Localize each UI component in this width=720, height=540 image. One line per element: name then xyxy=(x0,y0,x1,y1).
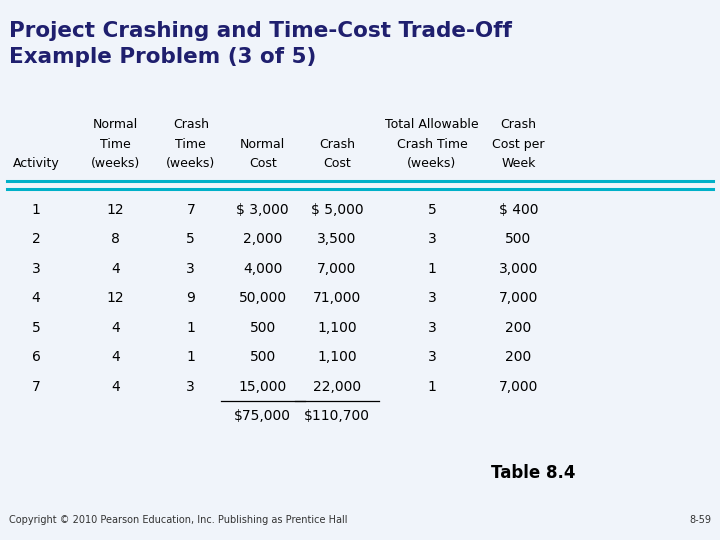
Text: 50,000: 50,000 xyxy=(239,291,287,305)
Text: Total Allowable: Total Allowable xyxy=(385,118,479,131)
Text: 4: 4 xyxy=(111,321,120,335)
Text: 2,000: 2,000 xyxy=(243,232,282,246)
Text: 3: 3 xyxy=(428,321,436,335)
Text: Table 8.4: Table 8.4 xyxy=(490,464,575,482)
Text: Cost: Cost xyxy=(323,158,351,171)
Text: 7: 7 xyxy=(186,202,195,217)
Text: 1,100: 1,100 xyxy=(317,321,357,335)
Text: Week: Week xyxy=(501,158,536,171)
Text: 200: 200 xyxy=(505,350,531,365)
Text: Cost per: Cost per xyxy=(492,138,544,151)
Text: $110,700: $110,700 xyxy=(304,409,370,423)
Text: 500: 500 xyxy=(505,232,531,246)
Text: 7,000: 7,000 xyxy=(499,380,538,394)
Text: Crash: Crash xyxy=(319,138,355,151)
Text: 1: 1 xyxy=(186,350,195,365)
Text: (weeks): (weeks) xyxy=(91,158,140,171)
Text: 200: 200 xyxy=(505,321,531,335)
Text: 3: 3 xyxy=(32,262,40,276)
Text: Activity: Activity xyxy=(13,158,59,171)
Text: 1,100: 1,100 xyxy=(317,350,357,365)
Text: Cost: Cost xyxy=(249,158,276,171)
Text: 15,000: 15,000 xyxy=(238,380,287,394)
Text: 4,000: 4,000 xyxy=(243,262,282,276)
Text: 22,000: 22,000 xyxy=(313,380,361,394)
Text: 1: 1 xyxy=(428,380,436,394)
Text: 1: 1 xyxy=(428,262,436,276)
Text: Normal: Normal xyxy=(93,118,138,131)
Text: $ 3,000: $ 3,000 xyxy=(236,202,289,217)
Text: 4: 4 xyxy=(111,380,120,394)
Text: $ 400: $ 400 xyxy=(499,202,538,217)
Text: $75,000: $75,000 xyxy=(234,409,292,423)
Text: 3: 3 xyxy=(428,291,436,305)
Text: 500: 500 xyxy=(250,321,276,335)
Text: Crash Time: Crash Time xyxy=(397,138,467,151)
Text: 5: 5 xyxy=(186,232,195,246)
Text: Normal: Normal xyxy=(240,138,285,151)
Text: 7,000: 7,000 xyxy=(318,262,356,276)
Text: Time: Time xyxy=(100,138,130,151)
Text: Copyright © 2010 Pearson Education, Inc. Publishing as Prentice Hall: Copyright © 2010 Pearson Education, Inc.… xyxy=(9,516,347,525)
Text: 2: 2 xyxy=(32,232,40,246)
Text: 3: 3 xyxy=(186,380,195,394)
Text: 3: 3 xyxy=(186,262,195,276)
Text: 5: 5 xyxy=(428,202,436,217)
Text: 9: 9 xyxy=(186,291,195,305)
Text: 6: 6 xyxy=(32,350,40,365)
Text: 1: 1 xyxy=(186,321,195,335)
Text: Project Crashing and Time-Cost Trade-Off
Example Problem (3 of 5): Project Crashing and Time-Cost Trade-Off… xyxy=(9,21,512,67)
Text: 4: 4 xyxy=(111,262,120,276)
Text: 7: 7 xyxy=(32,380,40,394)
Text: 4: 4 xyxy=(111,350,120,365)
Text: 500: 500 xyxy=(250,350,276,365)
Text: 12: 12 xyxy=(107,202,124,217)
Text: (weeks): (weeks) xyxy=(166,158,215,171)
Text: Time: Time xyxy=(176,138,206,151)
Text: 8-59: 8-59 xyxy=(689,516,711,525)
Text: 12: 12 xyxy=(107,291,124,305)
Text: Crash: Crash xyxy=(173,118,209,131)
Text: Crash: Crash xyxy=(500,118,536,131)
Text: (weeks): (weeks) xyxy=(408,158,456,171)
Text: 4: 4 xyxy=(32,291,40,305)
Text: 8: 8 xyxy=(111,232,120,246)
Text: 3: 3 xyxy=(428,350,436,365)
Text: 3: 3 xyxy=(428,232,436,246)
Text: $ 5,000: $ 5,000 xyxy=(310,202,364,217)
Text: 1: 1 xyxy=(32,202,40,217)
Text: 3,500: 3,500 xyxy=(318,232,356,246)
Text: 5: 5 xyxy=(32,321,40,335)
Text: 3,000: 3,000 xyxy=(499,262,538,276)
Text: 7,000: 7,000 xyxy=(499,291,538,305)
Text: 71,000: 71,000 xyxy=(312,291,361,305)
